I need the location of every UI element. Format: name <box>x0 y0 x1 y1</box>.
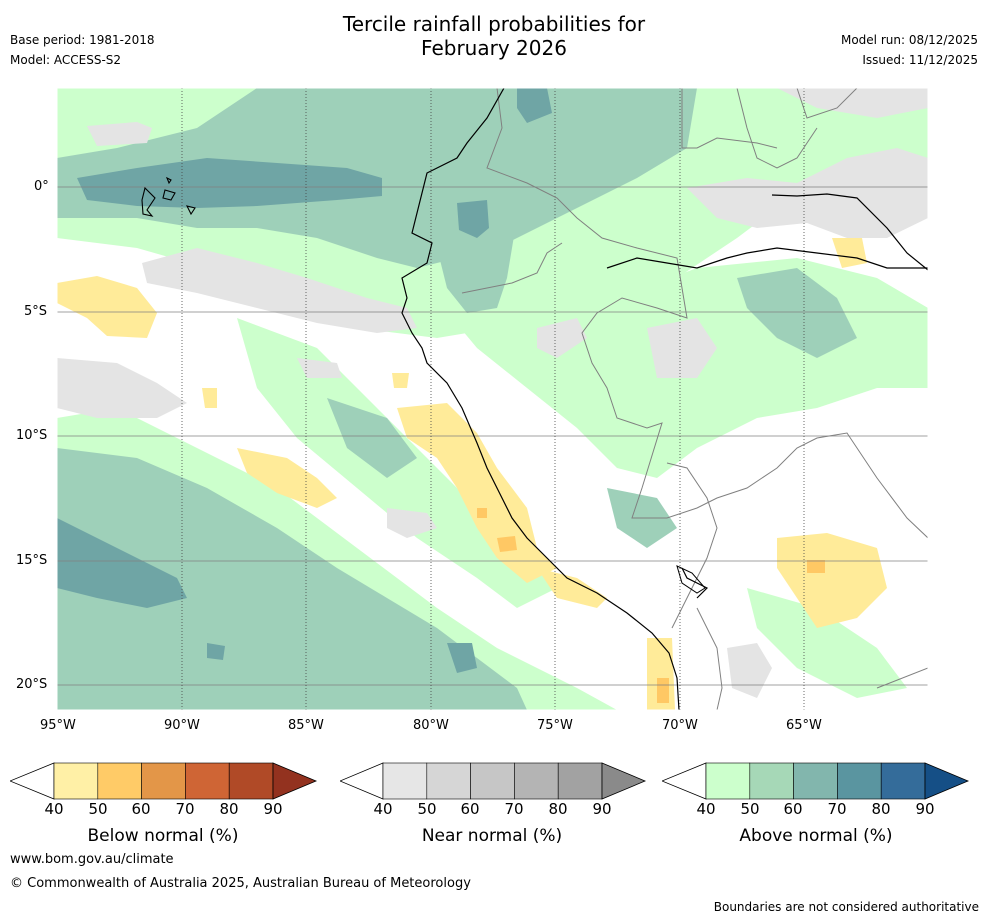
colorbar-below-arrow-high <box>272 762 318 800</box>
colorbar-below-segment <box>141 762 186 800</box>
forecast-map <box>57 88 928 710</box>
cb-near-tick-60: 60 <box>460 800 480 818</box>
colorbar-below-segment <box>185 762 230 800</box>
page-title: Tercile rainfall probabilities for Febru… <box>0 12 988 60</box>
lat-label-15s: 15°S <box>16 553 48 568</box>
colorbar-near-segment <box>470 762 515 800</box>
colorbar-near-segment <box>557 762 603 800</box>
cb-above-tick-80: 80 <box>871 800 891 818</box>
above-normal-70-region <box>57 88 552 673</box>
colorbar-below-segment <box>53 762 99 800</box>
colorbar-near-segment <box>382 762 428 800</box>
colorbar-above-segment <box>880 762 926 800</box>
colorbar-below-segment <box>228 762 274 800</box>
cb-near-tick-80: 80 <box>548 800 568 818</box>
lon-label-95w: 95°W <box>40 718 76 733</box>
colorbar-above-arrow-low <box>662 762 707 800</box>
boundaries-disclaimer: Boundaries are not considered authoritat… <box>713 900 979 914</box>
cb-below-tick-40: 40 <box>44 800 64 818</box>
cb-above-tick-90: 90 <box>915 800 935 818</box>
colorbar-near-normal <box>340 762 647 800</box>
cb-above-label: Above normal (%) <box>739 826 893 846</box>
colorbar-near-arrow-low <box>340 762 384 800</box>
colorbar-near-segment <box>514 762 559 800</box>
lat-label-10s: 10°S <box>16 428 48 443</box>
latitude-gridlines <box>57 186 928 686</box>
model-run: Model run: 08/12/2025 <box>840 33 978 47</box>
cb-below-tick-90: 90 <box>263 800 283 818</box>
base-period: Base period: 1981-2018 <box>10 33 155 47</box>
colorbar-above-arrow-high <box>924 762 970 800</box>
cb-above-tick-70: 70 <box>827 800 847 818</box>
colorbar-near-arrow-high <box>601 762 647 800</box>
colorbar-above-segment <box>837 762 882 800</box>
cb-near-tick-50: 50 <box>417 800 437 818</box>
lon-label-70w: 70°W <box>662 718 698 733</box>
lon-label-65w: 65°W <box>786 718 822 733</box>
below-normal-50-region <box>477 508 825 703</box>
lat-label-0: 0° <box>34 179 49 194</box>
lat-label-20s: 20°S <box>16 677 48 692</box>
cb-below-tick-50: 50 <box>88 800 108 818</box>
colorbar-below-segment <box>97 762 142 800</box>
meta-right: Model run: 08/12/2025 Issued: 11/12/2025 <box>841 30 978 70</box>
cb-near-tick-40: 40 <box>373 800 393 818</box>
issued-date: Issued: 11/12/2025 <box>862 53 978 67</box>
colorbar-above-segment <box>749 762 794 800</box>
copyright-text: © Commonwealth of Australia 2025, Austra… <box>10 876 471 891</box>
colorbar-above-normal <box>662 762 970 800</box>
country-borders <box>461 88 928 710</box>
cb-above-tick-60: 60 <box>783 800 803 818</box>
lon-label-80w: 80°W <box>413 718 449 733</box>
meta-left: Base period: 1981-2018 Model: ACCESS-S2 <box>10 30 155 70</box>
cb-above-tick-50: 50 <box>740 800 760 818</box>
colorbar-above-segment <box>705 762 751 800</box>
colorbar-below-normal <box>10 762 318 800</box>
lon-label-75w: 75°W <box>537 718 573 733</box>
cb-above-tick-40: 40 <box>696 800 716 818</box>
cb-below-tick-80: 80 <box>219 800 239 818</box>
colorbar-near-segment <box>426 762 471 800</box>
cb-near-tick-90: 90 <box>592 800 612 818</box>
lon-label-85w: 85°W <box>288 718 324 733</box>
title-line-1: Tercile rainfall probabilities for <box>342 12 646 36</box>
colorbar-below-arrow-low <box>10 762 55 800</box>
cb-near-label: Near normal (%) <box>421 826 563 846</box>
lon-label-90w: 90°W <box>164 718 200 733</box>
cb-below-label: Below normal (%) <box>87 826 239 846</box>
cb-below-tick-60: 60 <box>131 800 151 818</box>
website-link[interactable]: www.bom.gov.au/climate <box>10 852 174 867</box>
coastline <box>401 88 928 710</box>
cb-near-tick-70: 70 <box>504 800 524 818</box>
title-line-2: February 2026 <box>421 36 567 60</box>
lat-label-5s: 5°S <box>24 304 48 319</box>
below-normal-40-region <box>57 238 887 710</box>
model-name: Model: ACCESS-S2 <box>10 53 122 67</box>
galapagos-islands <box>141 176 196 217</box>
cb-below-tick-70: 70 <box>175 800 195 818</box>
lake-titicaca <box>676 565 706 594</box>
colorbar-above-segment <box>793 762 838 800</box>
